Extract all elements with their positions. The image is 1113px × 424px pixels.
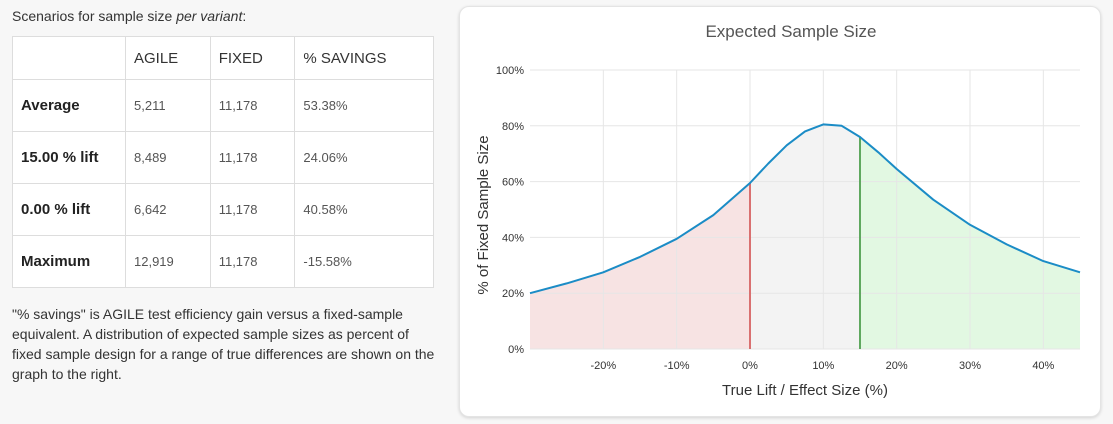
savings-cell: 24.06% bbox=[294, 131, 434, 184]
series-line bbox=[529, 123, 1081, 295]
y-tick-label: 20% bbox=[502, 288, 524, 300]
savings-cell: -15.58% bbox=[294, 235, 434, 288]
x-tick-label: 40% bbox=[1032, 360, 1054, 372]
caption-emphasis: per variant bbox=[176, 8, 243, 24]
x-axis-label: True Lift / Effect Size (%) bbox=[722, 382, 888, 399]
savings-cell: 40.58% bbox=[294, 183, 434, 236]
header-corner bbox=[12, 36, 126, 80]
scenario-table: AGILE FIXED % SAVINGS Average 5,211 11,1… bbox=[12, 36, 434, 288]
table-row: 0.00 % lift 6,642 11,178 40.58% bbox=[12, 183, 434, 236]
agile-cell: 8,489 bbox=[125, 131, 211, 184]
table-row: 15.00 % lift 8,489 11,178 24.06% bbox=[12, 131, 434, 184]
x-tick-label: 0% bbox=[742, 360, 758, 372]
header-agile: AGILE bbox=[125, 36, 211, 80]
table-header-row: AGILE FIXED % SAVINGS bbox=[12, 36, 434, 80]
y-axis-label: % of Fixed Sample Size bbox=[475, 135, 492, 294]
y-tick-label: 40% bbox=[502, 232, 524, 244]
fixed-cell: 11,178 bbox=[209, 235, 296, 288]
chart-svg: Expected Sample Size 0% 20% 40% 60% 80% 100% -… bbox=[475, 22, 1081, 399]
x-tick-label: -10% bbox=[664, 360, 690, 372]
shaded-region bbox=[750, 124, 860, 349]
savings-note: "% savings" is AGILE test efficiency gai… bbox=[12, 306, 435, 382]
fixed-cell: 11,178 bbox=[209, 131, 296, 184]
savings-cell: 53.38% bbox=[294, 79, 434, 132]
fixed-cell: 11,178 bbox=[209, 79, 296, 132]
x-tick-label: 20% bbox=[886, 360, 908, 372]
x-tick-label: -20% bbox=[590, 360, 616, 372]
scenario-panel: Scenarios for sample size per variant: A… bbox=[0, 0, 445, 424]
table-row: Average 5,211 11,178 53.38% bbox=[12, 79, 434, 132]
table-row: Maximum 12,919 11,178 -15.58% bbox=[12, 235, 434, 288]
agile-cell: 5,211 bbox=[125, 79, 211, 132]
y-tick-label: 0% bbox=[508, 344, 524, 356]
fixed-cell: 11,178 bbox=[209, 183, 296, 236]
chart-title: Expected Sample Size bbox=[705, 22, 876, 41]
x-tick-label: 10% bbox=[812, 360, 834, 372]
row-label: Average bbox=[12, 79, 126, 132]
header-fixed: FIXED bbox=[209, 36, 296, 80]
agile-cell: 6,642 bbox=[125, 183, 211, 236]
header-savings: % SAVINGS bbox=[294, 36, 434, 80]
caption-text: Scenarios for sample size bbox=[12, 8, 177, 24]
row-label: Maximum bbox=[12, 235, 126, 288]
row-label: 0.00 % lift bbox=[12, 183, 126, 236]
agile-cell: 12,919 bbox=[125, 235, 211, 288]
y-tick-label: 60% bbox=[502, 177, 524, 189]
y-tick-label: 80% bbox=[502, 121, 524, 133]
table-caption: Scenarios for sample size per variant: bbox=[12, 8, 246, 24]
row-label: 15.00 % lift bbox=[12, 131, 126, 184]
y-tick-label: 100% bbox=[496, 65, 524, 77]
expected-sample-size-chart: Expected Sample Size 0% 20% 40% 60% 80% 100% -… bbox=[459, 6, 1101, 417]
caption-suffix: : bbox=[242, 8, 247, 24]
shaded-region bbox=[530, 182, 750, 349]
x-tick-label: 30% bbox=[959, 360, 981, 372]
